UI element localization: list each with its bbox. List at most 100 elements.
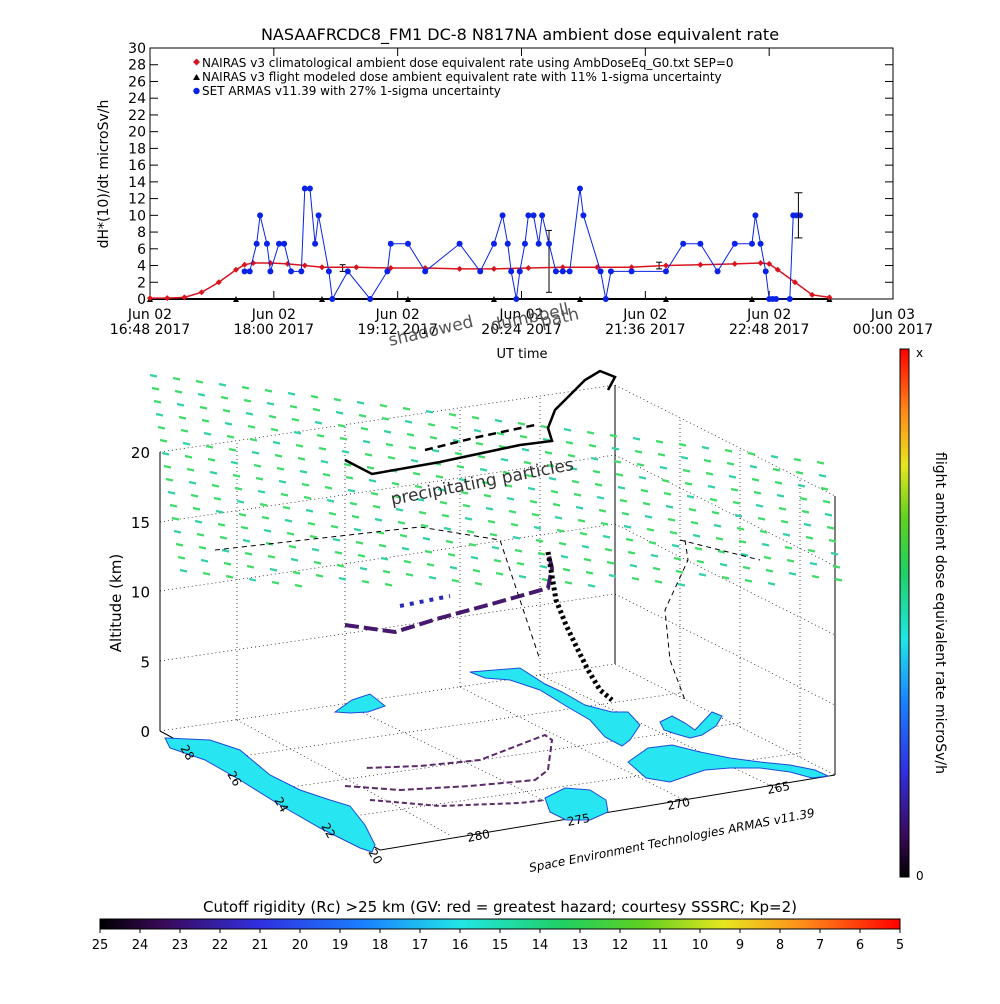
- particle-mark: [314, 420, 323, 425]
- particle-mark: [316, 433, 325, 438]
- annotation-precipitating-particles: precipitating particles: [389, 455, 575, 510]
- particle-mark: [310, 394, 319, 399]
- nairas-clim-point: [766, 260, 773, 267]
- lon-tick-label: 280: [466, 827, 491, 845]
- particle-mark: [291, 417, 300, 422]
- particle-mark: [172, 376, 181, 381]
- particle-mark: [715, 536, 724, 541]
- particle-mark: [540, 424, 549, 429]
- particle-mark: [615, 472, 624, 477]
- particle-mark: [623, 524, 632, 529]
- particle-mark: [770, 454, 779, 459]
- particle-mark: [650, 553, 659, 558]
- particle-mark: [176, 402, 185, 407]
- lat-tick-label: 24: [271, 795, 291, 815]
- particle-mark: [734, 513, 743, 518]
- particle-mark: [251, 450, 260, 455]
- colorbar-tick-label: 13: [572, 938, 589, 953]
- particle-mark: [261, 515, 270, 520]
- armas-point: [525, 212, 532, 219]
- particle-mark: [510, 522, 519, 527]
- particle-mark: [336, 563, 345, 568]
- armas-point: [546, 240, 553, 247]
- armas-point: [263, 240, 270, 247]
- particle-mark: [326, 498, 335, 503]
- particle-mark: [163, 464, 172, 469]
- track-projection: [344, 733, 554, 792]
- particle-mark: [751, 477, 760, 482]
- particle-mark: [569, 466, 578, 471]
- particle-mark: [803, 522, 812, 527]
- armas-point: [325, 268, 332, 275]
- particle-mark: [652, 566, 661, 571]
- particle-mark: [632, 436, 641, 441]
- particle-mark: [793, 457, 802, 462]
- particle-mark: [219, 535, 228, 540]
- particle-mark: [217, 522, 226, 527]
- land-mexico: [164, 737, 376, 853]
- particle-mark: [222, 408, 231, 413]
- y-tick-label: 0: [137, 292, 146, 308]
- particle-mark: [355, 540, 364, 545]
- colorbar-tick-label: 23: [172, 938, 189, 953]
- particle-mark: [198, 545, 207, 550]
- particle-mark: [220, 395, 229, 400]
- particle-mark: [226, 434, 235, 439]
- particle-mark: [577, 518, 586, 523]
- particle-mark: [678, 442, 687, 447]
- particle-mark: [539, 564, 548, 569]
- colorbar-tick-label: 24: [132, 938, 149, 953]
- armas-point: [521, 240, 528, 247]
- particle-mark: [621, 511, 630, 516]
- particle-mark: [248, 577, 257, 582]
- x-tick-label: Jun 02: [127, 307, 172, 323]
- particle-mark: [167, 490, 176, 495]
- particle-mark: [512, 535, 521, 540]
- particle-mark: [631, 576, 640, 581]
- particle-mark: [383, 429, 392, 434]
- particle-mark: [399, 533, 408, 538]
- particle-mark: [655, 439, 664, 444]
- particle-mark: [358, 413, 367, 418]
- floor-track: [344, 733, 554, 808]
- armas-point: [513, 296, 520, 302]
- cutoff-rigidity-colorbar: Cutoff rigidity (Rc) >25 km (GV: red = g…: [92, 898, 904, 953]
- nairas-flight-point: [576, 296, 583, 302]
- nairas-clim-point: [250, 260, 257, 267]
- particle-mark: [550, 489, 559, 494]
- particle-mark: [324, 485, 333, 490]
- colorbar-top-label: x: [916, 346, 923, 360]
- armas-point: [530, 212, 537, 219]
- particle-mark: [449, 565, 458, 570]
- particle-mark: [207, 457, 216, 462]
- particle-mark: [249, 437, 258, 442]
- particle-mark: [295, 443, 304, 448]
- particle-mark: [471, 415, 480, 420]
- particle-mark: [276, 466, 285, 471]
- particle-mark: [648, 540, 657, 545]
- colorbar-tick-label: 17: [412, 938, 429, 953]
- z-tick-label: 10: [131, 584, 150, 602]
- particle-mark: [581, 544, 590, 549]
- particle-mark: [663, 491, 672, 496]
- particle-mark: [335, 410, 344, 415]
- legend-label: SET ARMAS v11.39 with 27% 1-sigma uncert…: [202, 84, 501, 98]
- x-tick-label: Jun 02: [375, 307, 420, 323]
- particle-mark: [278, 479, 287, 484]
- y-tick-label: 2: [137, 275, 146, 291]
- particle-mark: [527, 486, 536, 491]
- x-tick-label: 00:00 2017: [853, 322, 933, 338]
- particle-mark: [613, 459, 622, 464]
- particle-mark: [619, 498, 628, 503]
- particle-mark: [489, 532, 498, 537]
- armas-point: [301, 185, 308, 192]
- particle-mark: [717, 549, 726, 554]
- colorbar-tick-label: 7: [816, 938, 824, 953]
- particle-mark: [657, 452, 666, 457]
- particle-mark: [749, 464, 758, 469]
- particle-mark: [190, 493, 199, 498]
- particle-mark: [644, 514, 653, 519]
- particle-mark: [669, 530, 678, 535]
- particle-mark: [479, 467, 488, 472]
- particle-mark: [592, 469, 601, 474]
